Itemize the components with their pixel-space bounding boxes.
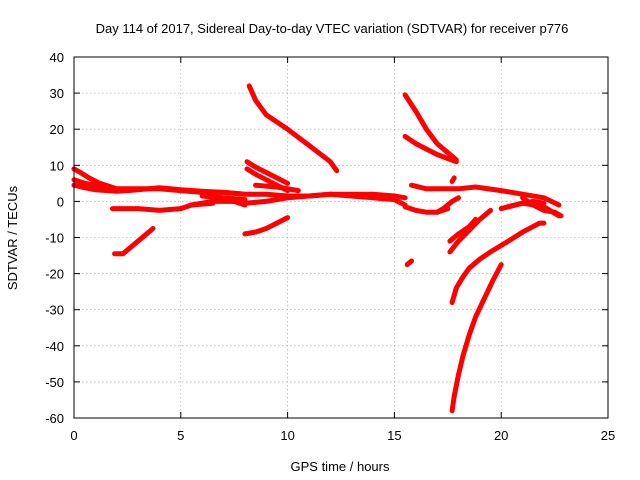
series-6-trace: [231, 197, 248, 204]
x-tick-label: 15: [387, 428, 401, 443]
series-21-trace: [449, 262, 504, 414]
y-tick-label: -50: [45, 375, 64, 390]
series-15-trace: [402, 92, 459, 163]
y-tick-label: 40: [50, 50, 64, 65]
y-tick-label: 30: [50, 86, 64, 101]
y-tick-label: -60: [45, 411, 64, 426]
series-17-trace: [409, 182, 562, 208]
grid: [74, 57, 608, 418]
series-7-trace: [109, 200, 216, 213]
tick-labels: 0 5 10 15 20 25 -60 -50 -40 -30 -20 -10 0 10 20 30 40: [45, 50, 615, 443]
series-16-trace: [402, 133, 459, 165]
y-tick-label: -20: [45, 267, 64, 282]
y-tick-label: -40: [45, 339, 64, 354]
axes-frame: [73, 56, 609, 419]
series-3-trace: [71, 177, 109, 190]
y-tick-label: -30: [45, 303, 64, 318]
chart-title: Day 114 of 2017, Sidereal Day-to-day VTE…: [96, 21, 569, 36]
series-24-trace: [447, 216, 479, 244]
series-22-trace: [449, 220, 547, 305]
series-23-trace: [447, 207, 493, 255]
series-25-trace: [449, 175, 457, 184]
series-11-trace: [244, 159, 291, 186]
series-28-trace: [505, 198, 547, 210]
y-tick-label: 0: [57, 194, 64, 209]
series-19-trace: [404, 258, 414, 268]
x-tick-label: 5: [177, 428, 184, 443]
series-8-trace: [112, 226, 156, 257]
series-2-trace: [71, 182, 248, 197]
x-tick-label: 10: [280, 428, 294, 443]
x-tick-label: 20: [494, 428, 508, 443]
y-tick-label: 10: [50, 158, 64, 173]
y-axis-label: SDTVAR / TECUs: [5, 185, 20, 290]
plot-area: [71, 83, 564, 414]
series-14-trace: [242, 191, 408, 208]
series-20-trace: [434, 195, 461, 215]
y-tick-label: -10: [45, 231, 64, 246]
x-tick-label: 0: [70, 428, 77, 443]
y-tick-label: 20: [50, 122, 64, 137]
series-10-trace: [246, 83, 340, 174]
series-9-trace: [242, 215, 291, 237]
series-13-trace: [253, 182, 301, 194]
x-axis-label: GPS time / hours: [291, 459, 390, 474]
x-tick-label: 25: [601, 428, 615, 443]
